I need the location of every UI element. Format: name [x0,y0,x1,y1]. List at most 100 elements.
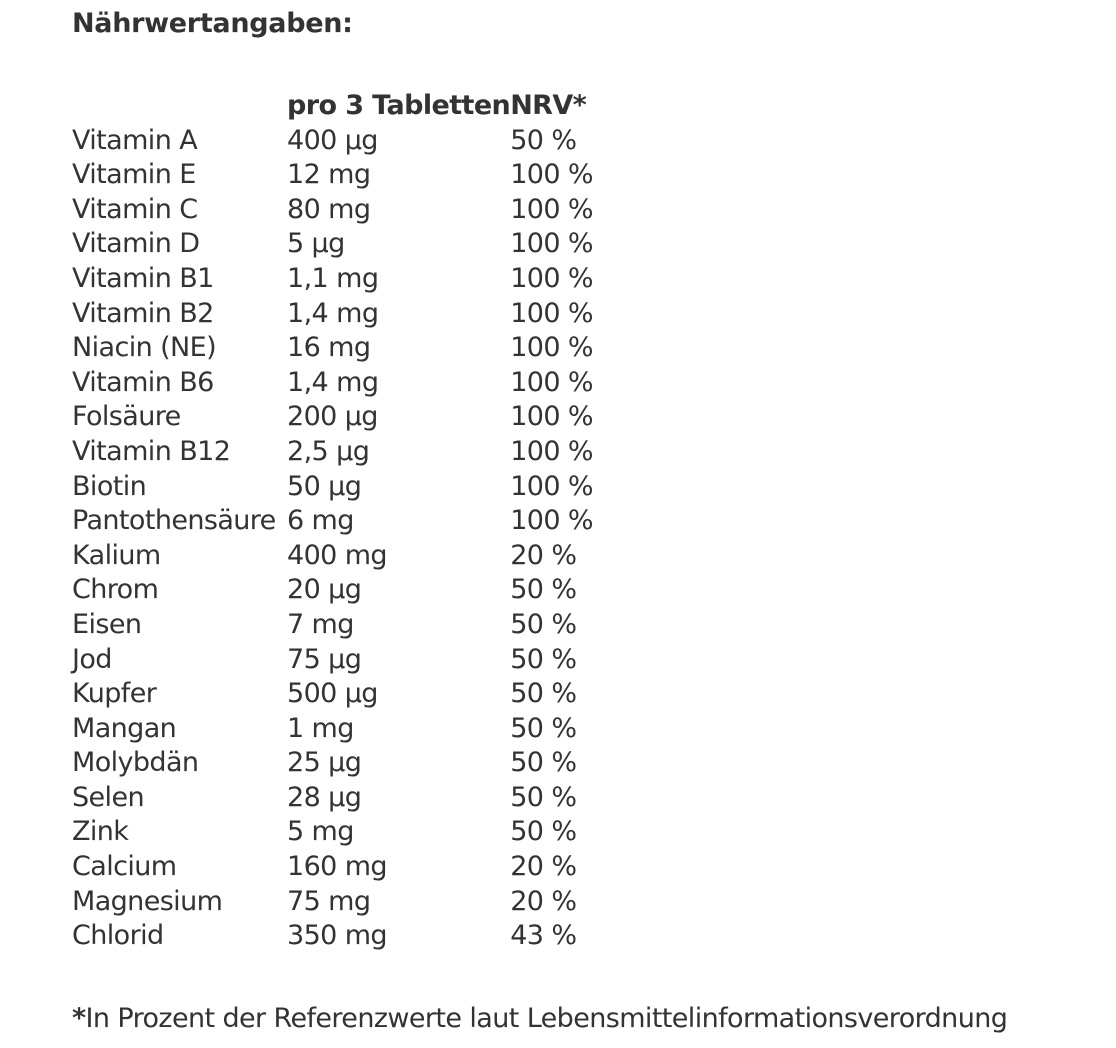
nutrient-name: Vitamin B6 [72,366,214,398]
nutrient-amount: 350 mg [287,920,388,952]
table-row: Kalium 400 mg 20 % [72,539,630,574]
nutrient-name: Biotin [72,470,147,502]
table-row: Kupfer 500 µg 50 % [72,677,630,712]
nutrient-amount: 50 µg [287,470,362,502]
table-header-row: pro 3 Tabletten NRV* [72,89,630,124]
nutrient-amount: 6 mg [287,505,354,537]
nutrient-name: Vitamin A [72,124,198,156]
table-row: Vitamin B1 1,1 mg 100 % [72,262,630,297]
nutrient-nrv: 100 % [510,332,593,364]
nutrient-nrv: 50 % [510,574,577,606]
nutrient-nrv: 100 % [510,193,593,225]
nutrient-name: Zink [72,816,129,848]
table-row: Chlorid 350 mg 43 % [72,919,630,954]
nutrient-nrv: 100 % [510,505,593,537]
table-row: Pantothensäure 6 mg 100 % [72,504,630,539]
nutrient-name: Chrom [72,574,159,606]
nutrient-amount: 2,5 µg [287,435,370,467]
nutrient-nrv: 50 % [510,816,577,848]
nutrient-amount: 1,1 mg [287,262,379,294]
table-row: Biotin 50 µg 100 % [72,470,630,505]
nutrient-nrv: 50 % [510,643,577,675]
nutrient-amount: 160 mg [287,851,388,883]
nutrient-name: Eisen [72,608,142,640]
table-row: Molybdän 25 µg 50 % [72,746,630,781]
header-nrv: NRV* [510,90,587,121]
nutrient-amount: 200 µg [287,401,378,433]
nutrient-nrv: 100 % [510,366,593,398]
nutrient-name: Magnesium [72,885,223,917]
nutrient-nrv: 100 % [510,159,593,191]
table-row: Chrom 20 µg 50 % [72,573,630,608]
nutrient-nrv: 20 % [510,885,577,917]
nutrient-nrv: 50 % [510,712,577,744]
nutrient-amount: 25 µg [287,747,362,779]
nutrient-name: Jod [72,643,112,675]
table-row: Vitamin C 80 mg 100 % [72,193,630,228]
nutrient-name: Mangan [72,712,177,744]
table-row: Magnesium 75 mg 20 % [72,885,630,920]
nutrient-name: Vitamin D [72,228,200,260]
nutrient-name: Kupfer [72,678,157,710]
nutrient-name: Vitamin C [72,193,198,225]
nutrient-name: Vitamin E [72,159,196,191]
nutrient-nrv: 50 % [510,124,577,156]
nutrient-nrv: 50 % [510,781,577,813]
nutrient-amount: 400 mg [287,539,388,571]
nutrition-table: pro 3 Tabletten NRV* Vitamin A 400 µg 50 %… [72,89,630,954]
nutrient-name: Folsäure [72,401,181,433]
nutrient-amount: 20 µg [287,574,362,606]
table-row: Vitamin B12 2,5 µg 100 % [72,435,630,470]
table-row: Calcium 160 mg 20 % [72,850,630,885]
nutrient-amount: 12 mg [287,159,371,191]
nutrient-amount: 16 mg [287,332,371,364]
nutrient-amount: 1 mg [287,712,354,744]
nutrient-amount: 28 µg [287,781,362,813]
nutrient-name: Vitamin B12 [72,435,231,467]
nutrient-name: Vitamin B2 [72,297,214,329]
table-row: Vitamin B2 1,4 mg 100 % [72,297,630,332]
nutrient-amount: 1,4 mg [287,297,379,329]
nutrient-nrv: 43 % [510,920,577,952]
table-row: Folsäure 200 µg 100 % [72,400,630,435]
nutrient-nrv: 100 % [510,228,593,260]
nutrient-nrv: 100 % [510,470,593,502]
nutrient-amount: 5 µg [287,228,345,260]
nutrient-name: Calcium [72,851,177,883]
table-row: Selen 28 µg 50 % [72,781,630,816]
nutrient-amount: 7 mg [287,608,354,640]
nutrient-amount: 500 µg [287,678,378,710]
table-row: Vitamin E 12 mg 100 % [72,158,630,193]
footnote-marker: * [72,1003,86,1034]
footnote: *In Prozent der Referenzwerte laut Leben… [72,1001,1008,1037]
nutrient-name: Kalium [72,539,161,571]
nutrient-name: Selen [72,781,145,813]
nutrient-name: Chlorid [72,920,164,952]
nutrient-amount: 400 µg [287,124,378,156]
nutrient-name: Niacin (NE) [72,332,217,364]
nutrient-amount: 1,4 mg [287,366,379,398]
table-row: Jod 75 µg 50 % [72,643,630,678]
nutrient-nrv: 100 % [510,262,593,294]
table-row: Eisen 7 mg 50 % [72,608,630,643]
footnote-text: In Prozent der Referenzwerte laut Lebens… [85,1003,1008,1034]
nutrient-nrv: 100 % [510,401,593,433]
table-row: Vitamin D 5 µg 100 % [72,227,630,262]
table-row: Niacin (NE) 16 mg 100 % [72,331,630,366]
table-row: Vitamin A 400 µg 50 % [72,124,630,159]
nutrient-nrv: 20 % [510,539,577,571]
nutrient-name: Pantothensäure [72,505,276,537]
nutrient-amount: 75 µg [287,643,362,675]
nutrient-name: Vitamin B1 [72,262,214,294]
table-row: Mangan 1 mg 50 % [72,712,630,747]
nutrient-nrv: 100 % [510,297,593,329]
nutrient-nrv: 50 % [510,678,577,710]
page-title: Nährwertangaben: [72,8,353,39]
nutrient-nrv: 20 % [510,851,577,883]
nutrient-nrv: 50 % [510,747,577,779]
header-nutrient [72,89,287,124]
table-row: Zink 5 mg 50 % [72,815,630,850]
table-row: Vitamin B6 1,4 mg 100 % [72,366,630,401]
nutrient-amount: 5 mg [287,816,354,848]
nutrient-amount: 80 mg [287,193,371,225]
